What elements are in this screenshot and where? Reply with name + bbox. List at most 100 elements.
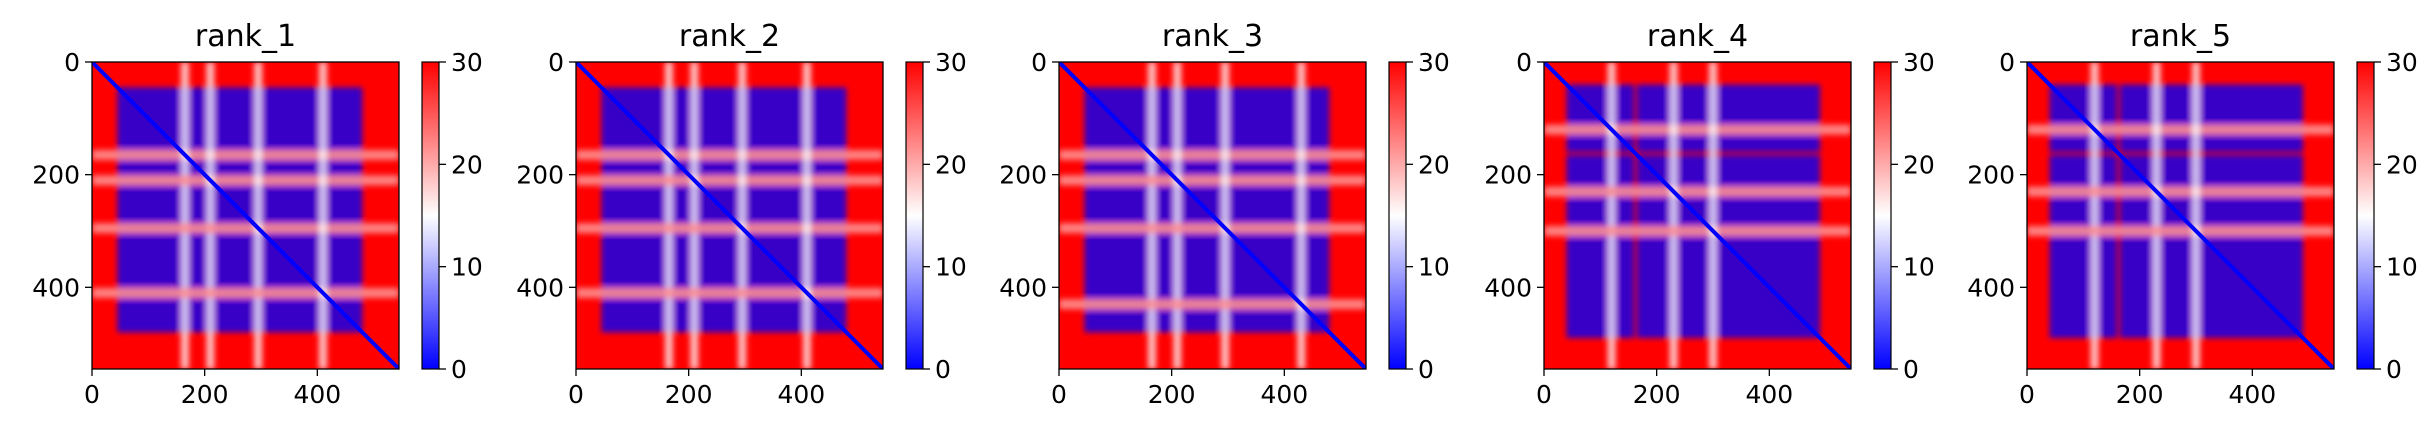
heatmap-image (92, 62, 399, 369)
chart-title: rank_2 (679, 19, 780, 54)
y-tick-label: 200 (1967, 161, 2015, 190)
x-tick-label: 400 (777, 380, 825, 409)
heatmap-band (1669, 62, 1678, 369)
heatmap-band (180, 62, 189, 369)
heatmap-band (1221, 62, 1230, 369)
colorbar (1873, 61, 1892, 370)
heatmap-band (2027, 186, 2334, 197)
heatmap-image (1544, 62, 1851, 369)
heatmap-band (2152, 62, 2161, 369)
y-tick-label: 200 (1484, 161, 1532, 190)
colorbar-tick-label: 0 (1418, 355, 1434, 384)
heatmap-band (92, 175, 399, 186)
x-tick-label: 0 (2019, 380, 2035, 409)
heatmap-diagonal (92, 62, 399, 369)
chart-title: rank_1 (195, 19, 296, 54)
colorbar-tick-label: 0 (935, 355, 951, 384)
colorbar-tick-label: 20 (451, 150, 483, 179)
axes-frame (1058, 61, 1367, 370)
heatmap-block (2049, 154, 2118, 339)
heatmap-band (576, 223, 883, 234)
heatmap-band (92, 223, 399, 234)
x-tick-label: 200 (181, 380, 229, 409)
chart-title: rank_5 (2130, 19, 2231, 54)
axes-frame (2026, 61, 2335, 370)
heatmap-block (1566, 154, 1635, 339)
heatmap-band (1059, 149, 1366, 160)
colorbar-tick-label: 10 (1418, 253, 1450, 282)
heatmap-band (1544, 186, 1851, 197)
heatmap-diagonal (1544, 62, 1851, 369)
heatmap-diagonal (2027, 62, 2334, 369)
heatmap-block (1636, 84, 1821, 153)
y-tick-label: 400 (516, 273, 564, 302)
heatmap-panel: rank_1 0 200 400 0 200 400 0 10 20 30 (32, 19, 483, 409)
heatmap-band (2191, 62, 2200, 369)
colorbar-tick-label: 30 (451, 48, 483, 77)
heatmap-band (1708, 62, 1717, 369)
heatmap-band (254, 62, 263, 369)
heatmap-band (2027, 225, 2334, 236)
colorbar-tick-label: 10 (935, 253, 967, 282)
heatmap-image (1059, 62, 1366, 369)
heatmap-band (1059, 299, 1366, 310)
heatmap-band (318, 62, 327, 369)
x-tick-label: 200 (1633, 380, 1681, 409)
colorbar-tick-label: 0 (2386, 355, 2402, 384)
chart-title: rank_3 (1162, 19, 1263, 54)
axes-frame (91, 61, 400, 370)
heatmap-band (690, 62, 699, 369)
x-tick-label: 400 (1260, 380, 1308, 409)
heatmap-band (576, 287, 883, 298)
x-tick-label: 0 (1536, 380, 1552, 409)
heatmap-diagonal (576, 62, 883, 369)
colorbar (2356, 61, 2375, 370)
heatmap-band (1607, 62, 1616, 369)
heatmap-band (738, 62, 747, 369)
colorbar (421, 61, 440, 370)
heatmap-band (2090, 62, 2099, 369)
colorbar-tick-label: 10 (1903, 253, 1935, 282)
heatmap-band (92, 287, 399, 298)
heatmap-band (1059, 223, 1366, 234)
heatmap-band (92, 149, 399, 160)
heatmap-band (802, 62, 811, 369)
colorbar-tick-label: 30 (1418, 48, 1450, 77)
colorbar-tick-label: 0 (451, 355, 467, 384)
heatmap-image (576, 62, 883, 369)
colorbar (905, 61, 924, 370)
heatmap-band (1173, 62, 1182, 369)
heatmap-band (576, 149, 883, 160)
colorbar-tick-label: 30 (1903, 48, 1935, 77)
colorbar-tick-label: 10 (451, 253, 483, 282)
x-tick-label: 200 (665, 380, 713, 409)
colorbar-tick-label: 30 (935, 48, 967, 77)
colorbar-tick-label: 20 (935, 150, 967, 179)
x-tick-label: 200 (2116, 380, 2164, 409)
y-tick-label: 0 (548, 48, 564, 77)
colorbar-tick-label: 20 (1903, 150, 1935, 179)
heatmap-band (1147, 62, 1156, 369)
heatmap-band (1297, 62, 1306, 369)
heatmap-band (1059, 175, 1366, 186)
y-tick-label: 400 (32, 273, 80, 302)
colorbar-tick-label: 20 (1418, 150, 1450, 179)
axes-frame (575, 61, 884, 370)
heatmap-panel: rank_4 0 200 400 0 200 400 0 10 20 30 (1484, 19, 1935, 409)
heatmap-band (206, 62, 215, 369)
x-tick-label: 400 (2228, 380, 2276, 409)
colorbar (1388, 61, 1407, 370)
chart-title: rank_4 (1647, 19, 1748, 54)
x-tick-label: 400 (1745, 380, 1793, 409)
heatmap-image (2027, 62, 2334, 369)
x-tick-label: 0 (84, 380, 100, 409)
y-tick-label: 200 (516, 161, 564, 190)
y-tick-label: 0 (1031, 48, 1047, 77)
x-tick-label: 0 (1051, 380, 1067, 409)
heatmap-band (1544, 124, 1851, 135)
y-tick-label: 0 (64, 48, 80, 77)
heatmap-diagonal (1059, 62, 1366, 369)
axes-frame (1543, 61, 1852, 370)
colorbar-tick-label: 10 (2386, 253, 2418, 282)
heatmap-band (1544, 225, 1851, 236)
